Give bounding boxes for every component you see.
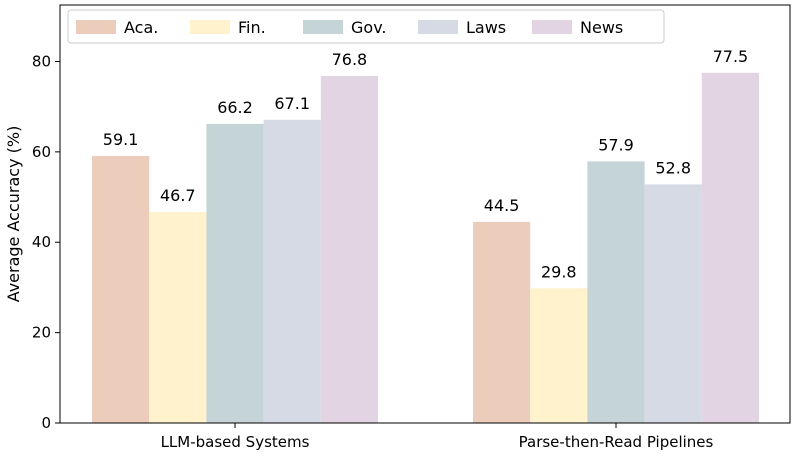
bar-aca-1: [473, 221, 531, 423]
bar-value-label: 59.1: [103, 130, 139, 149]
y-tick-label: 0: [41, 414, 51, 432]
legend-label: News: [580, 18, 623, 37]
bar-value-label: 66.2: [217, 98, 253, 117]
y-axis-label: Average Accuracy (%): [4, 126, 23, 303]
bar-fin-0: [149, 211, 207, 423]
y-tick-label: 80: [32, 52, 51, 70]
bar-aca-0: [92, 155, 150, 423]
legend: Aca. Fin. Gov. Laws News: [67, 9, 665, 44]
bar-value-label: 46.7: [160, 186, 196, 205]
x-tick-label: Parse-then-Read Pipelines: [519, 433, 714, 451]
legend-swatch: [418, 20, 458, 34]
y-tick-label: 60: [32, 143, 51, 161]
legend-label: Aca.: [124, 18, 158, 37]
legend-label: Fin.: [238, 18, 266, 37]
bar-value-label: 67.1: [274, 94, 310, 113]
y-tick-label: 40: [32, 233, 51, 251]
legend-swatch: [76, 20, 116, 34]
bar-fin-1: [530, 288, 588, 423]
bar-laws-0: [263, 119, 321, 423]
bar-laws-1: [644, 184, 702, 423]
legend-swatch: [532, 20, 572, 34]
bar-value-label: 44.5: [484, 196, 520, 215]
bar-news-0: [320, 75, 378, 424]
bar-value-label: 57.9: [598, 135, 634, 154]
y-axis-ticks: 0 20 40 60 80: [32, 52, 60, 432]
x-axis-ticks: LLM-based Systems Parse-then-Read Pipelin…: [161, 423, 714, 451]
legend-frame: [67, 9, 665, 44]
x-tick-label: LLM-based Systems: [161, 433, 310, 451]
bar-value-label: 29.8: [541, 262, 577, 281]
bar-gov-0: [206, 123, 264, 423]
y-tick-label: 20: [32, 324, 51, 342]
legend-swatch: [190, 20, 230, 34]
bar-value-label: 76.8: [332, 50, 368, 69]
bar-value-label: 77.5: [713, 47, 749, 66]
bar-value-label: 52.8: [655, 158, 691, 177]
bar-news-1: [701, 72, 759, 423]
bars-layer: [92, 72, 759, 424]
legend-label: Laws: [466, 18, 506, 37]
plot-frame: [59, 4, 791, 424]
bar-labels-layer: 59.1 44.5 46.7 29.8 66.2 57.9 67.1 52.8 76.8 77.5: [103, 47, 748, 282]
legend-swatch: [303, 20, 343, 34]
bar-gov-1: [587, 161, 645, 423]
legend-label: Gov.: [351, 18, 387, 37]
